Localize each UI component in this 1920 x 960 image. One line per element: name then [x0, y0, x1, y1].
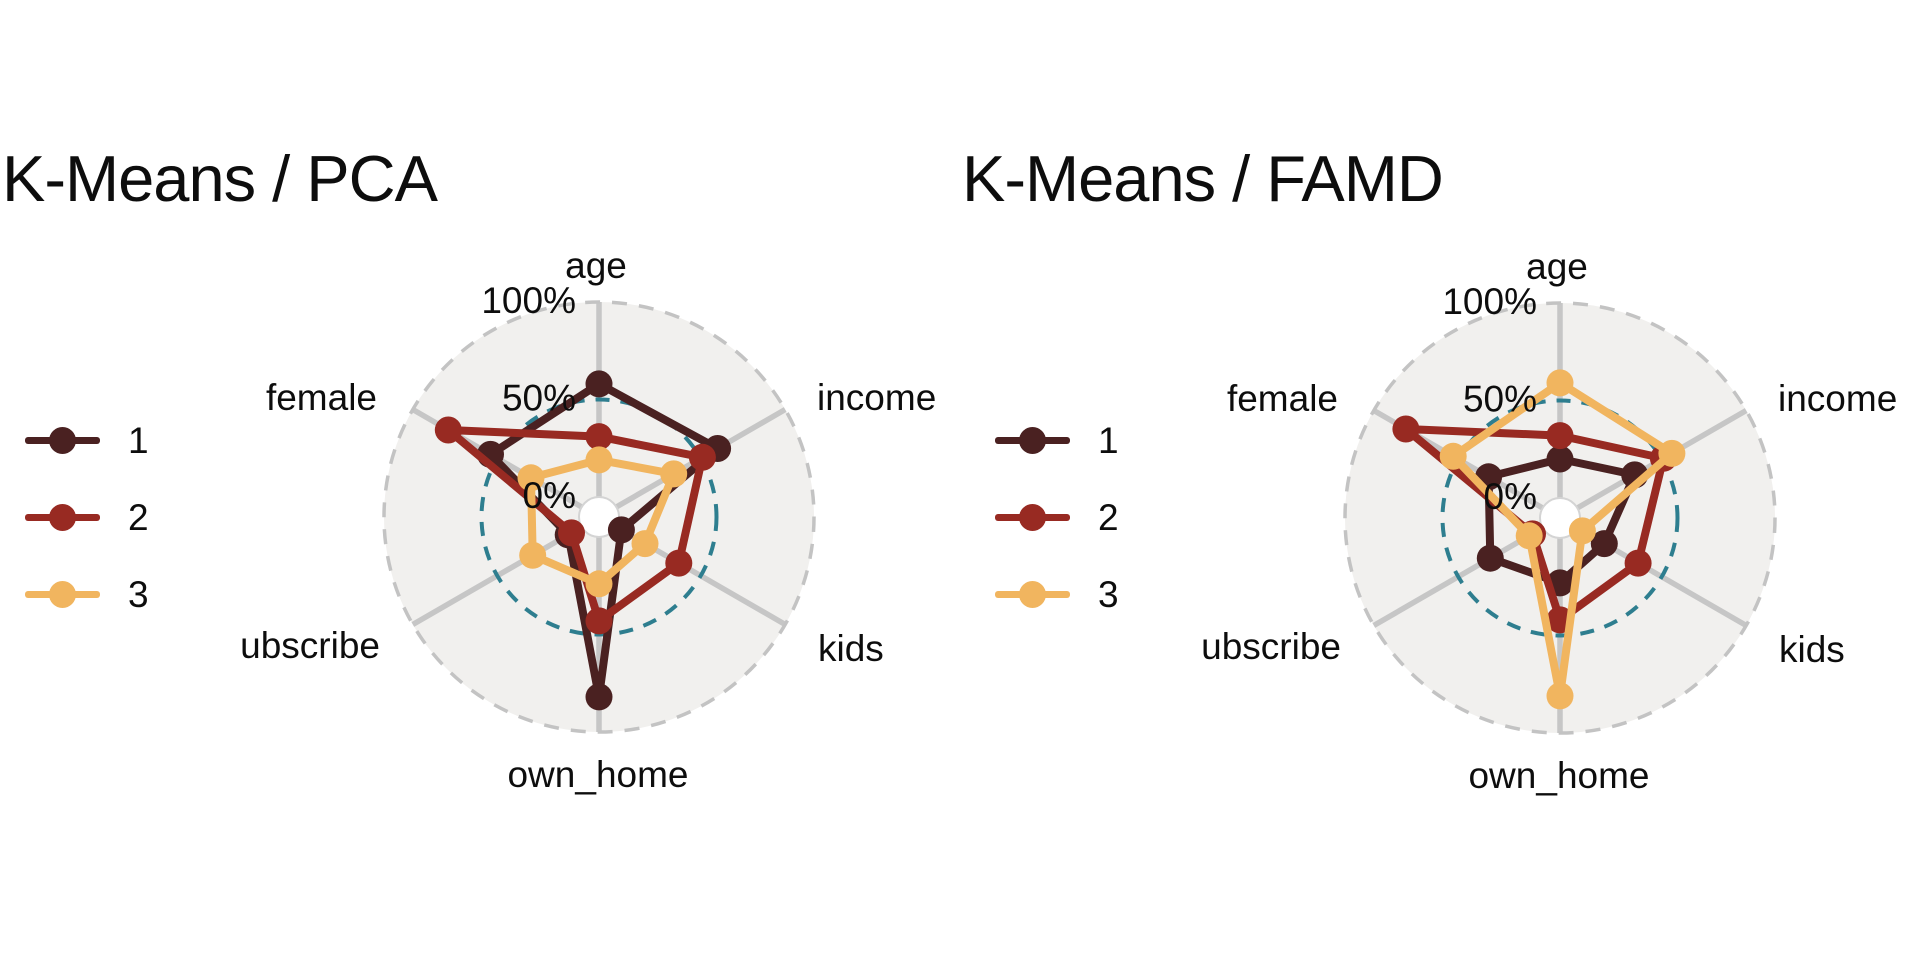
series-2-marker-kids[interactable] [1624, 549, 1652, 577]
series-2-marker-age[interactable] [1546, 422, 1574, 450]
series-3-marker-income[interactable] [660, 460, 688, 488]
legend-label: 3 [1098, 573, 1119, 615]
axis-label-age: age [565, 245, 627, 286]
axis-label-own_home: own_home [1468, 755, 1649, 796]
radar-chart-pca: 100% 50% 0% age income kids own_home ubscribe fe… [240, 245, 936, 795]
radial-tick-label-0%: 0% [523, 475, 576, 516]
legend-swatch-line [995, 580, 1070, 608]
axis-label-income: income [817, 377, 936, 418]
radial-tick-label-50%: 50% [502, 378, 576, 419]
series-1-marker-age[interactable] [1546, 445, 1574, 473]
series-2-marker-ubscribe[interactable] [558, 519, 585, 547]
axis-label-kids: kids [818, 628, 884, 669]
axis-label-ubscribe: ubscribe [240, 625, 380, 666]
radial-tick-label-50%: 50% [1463, 379, 1537, 420]
radial-tick-label-0%: 0% [1484, 476, 1537, 517]
chart-title-famd: K-Means / FAMD [962, 142, 1444, 215]
series-3-marker-kids[interactable] [631, 530, 659, 558]
series-3-marker-female[interactable] [517, 464, 545, 492]
series-2-marker-female[interactable] [434, 416, 462, 444]
series-3-marker-female[interactable] [1439, 442, 1467, 470]
legend-swatch-dot [1019, 580, 1046, 608]
legend-swatch-dot [49, 426, 76, 454]
axis-label-income: income [1778, 378, 1897, 419]
axis-label-kids: kids [1779, 629, 1845, 670]
series-3-marker-ubscribe[interactable] [519, 541, 547, 569]
series-3-marker-own_home[interactable] [585, 570, 613, 598]
series-1-marker-own_home[interactable] [585, 683, 613, 711]
legend-swatch-dot [49, 503, 76, 531]
series-2-marker-kids[interactable] [665, 549, 693, 577]
gridline-100pct [382, 300, 816, 734]
legend-item-cluster-3[interactable]: 3 [995, 567, 1119, 621]
series-1-marker-age[interactable] [585, 370, 613, 398]
axis-label-age: age [1526, 246, 1588, 287]
legend-swatch-line [995, 503, 1070, 531]
legend-label: 2 [1098, 496, 1119, 538]
legend-swatch-dot [1019, 426, 1046, 454]
series-3-marker-own_home[interactable] [1546, 682, 1574, 710]
axis-label-female: female [266, 377, 377, 418]
legend-swatch-line [25, 503, 100, 531]
legend-swatch-line [25, 426, 100, 454]
legend-label: 2 [128, 496, 149, 538]
radial-tick-label-100%: 100% [1442, 281, 1537, 322]
gridline-50pct [479, 397, 719, 637]
legend-label: 1 [128, 419, 149, 461]
legend-swatch-line [25, 580, 100, 608]
radial-tick-label-100%: 100% [481, 280, 576, 321]
gridline-50pct [1440, 398, 1680, 638]
gridline-100pct [1343, 301, 1777, 735]
legend-swatch-dot [1019, 503, 1046, 531]
legend-item-cluster-1[interactable]: 1 [25, 413, 149, 467]
radar-chart-famd: 100% 50% 0% age income kids own_home ubscribe fe… [1201, 246, 1897, 796]
legend-label: 3 [128, 573, 149, 615]
axis-label-female: female [1227, 378, 1338, 419]
legend-swatch-dot [49, 580, 76, 608]
series-2-marker-age[interactable] [585, 423, 613, 451]
series-2-marker-own_home[interactable] [585, 607, 613, 635]
axis-label-own_home: own_home [507, 754, 688, 795]
legend-item-cluster-2[interactable]: 2 [995, 490, 1119, 544]
axis-label-ubscribe: ubscribe [1201, 626, 1341, 667]
series-3-marker-income[interactable] [1658, 439, 1686, 467]
legend-label: 1 [1098, 419, 1119, 461]
series-3-marker-age[interactable] [585, 446, 613, 474]
legend-item-cluster-1[interactable]: 1 [995, 413, 1119, 467]
chart-title-pca: K-Means / PCA [2, 142, 438, 215]
legend-swatch-line [995, 426, 1070, 454]
series-1-marker-kids[interactable] [607, 516, 635, 544]
series-1-marker-ubscribe[interactable] [1476, 544, 1504, 572]
series-2-marker-female[interactable] [1392, 415, 1420, 443]
series-2-marker-income[interactable] [688, 443, 716, 471]
series-3-marker-kids[interactable] [1568, 517, 1596, 545]
series-3-marker-age[interactable] [1546, 369, 1574, 397]
legend-item-cluster-3[interactable]: 3 [25, 567, 149, 621]
series-1-marker-kids[interactable] [1590, 530, 1618, 558]
series-3-marker-ubscribe[interactable] [1515, 522, 1543, 550]
legend-item-cluster-2[interactable]: 2 [25, 490, 149, 544]
